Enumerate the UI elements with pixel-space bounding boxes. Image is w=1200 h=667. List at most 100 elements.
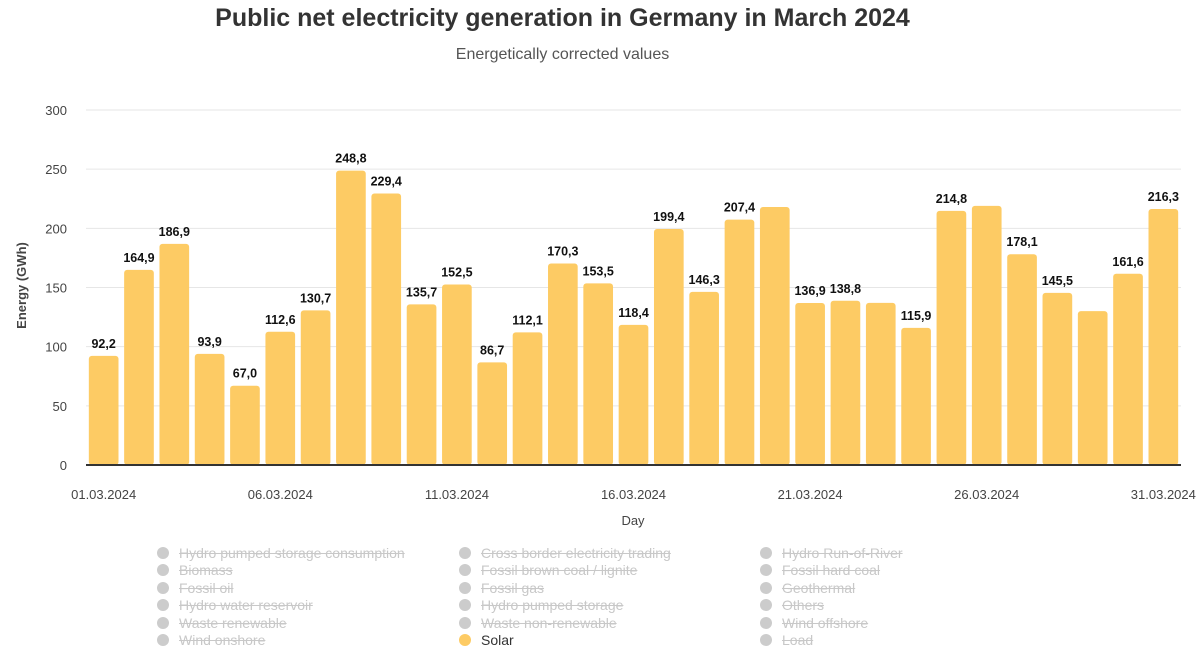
legend-label: Others [782,597,825,614]
bar-10.03.2024[interactable] [406,304,437,465]
legend-label: Hydro pumped storage consumption [179,545,405,561]
legend-item[interactable]: Load [760,632,813,649]
legend-item[interactable]: Fossil gas [459,580,544,597]
legend-item[interactable]: Hydro pumped storage consumption [157,545,405,562]
data-label: 229,4 [371,175,402,189]
bar-04.03.2024[interactable] [194,353,225,465]
bar-13.03.2024[interactable] [512,332,543,465]
legend-item[interactable]: Solar [459,632,514,649]
bar-08.03.2024[interactable] [336,170,366,465]
bar-15.03.2024[interactable] [583,283,614,465]
legend-label: Wind offshore [782,614,869,631]
bar-28.03.2024[interactable] [1042,292,1073,465]
legend-dot-icon [760,599,772,612]
legend-label: Fossil oil [179,579,234,596]
bar-12.03.2024[interactable] [477,362,508,465]
y-tick-label: 50 [53,399,67,414]
bar-21.03.2024[interactable] [795,303,825,465]
legend-item[interactable]: Hydro pumped storage [459,597,623,614]
legend-item[interactable]: Wind onshore [157,632,265,649]
bar-22.03.2024[interactable] [830,300,861,465]
bar-29.03.2024[interactable] [1077,311,1108,465]
bar-16.03.2024[interactable] [618,324,649,465]
data-label: 199,4 [653,210,684,224]
bar-20.03.2024[interactable] [759,207,790,466]
legend-label: Biomass [179,562,233,579]
legend-item[interactable]: Waste renewable [157,615,287,632]
legend-item[interactable]: Hydro water reservoir [157,597,313,614]
x-tick-label: 01.03.2024 [71,487,136,502]
bar-24.03.2024[interactable] [901,327,931,465]
bar-05.03.2024[interactable] [230,385,260,465]
y-axis-title: Energy (GWh) [14,242,29,329]
data-label: 207,4 [724,201,755,215]
data-label: 153,5 [583,264,614,278]
x-tick-label: 31.03.2024 [1131,487,1196,502]
bar-17.03.2024[interactable] [653,229,684,465]
legend-label: Fossil gas [481,579,545,596]
data-label: 152,5 [441,266,472,280]
legend-label: Cross border electricity trading [481,545,671,561]
legend-label: Load [782,632,814,648]
bar-19.03.2024[interactable] [724,219,755,465]
legend-label: Wind onshore [179,632,266,648]
data-label: 178,1 [1006,235,1037,249]
legend-item[interactable]: Wind offshore [760,615,868,632]
data-label: 112,6 [265,313,296,327]
legend-dot-icon [157,616,169,629]
bar-14.03.2024[interactable] [548,263,578,465]
y-tick-label: 150 [45,281,67,296]
legend-dot-icon [157,547,169,559]
bar-07.03.2024[interactable] [300,310,331,465]
legend-item[interactable]: Hydro Run-of-River [760,545,903,562]
legend-item[interactable]: Fossil brown coal / lignite [459,562,637,579]
data-label: 138,8 [830,282,861,296]
data-label: 135,7 [406,285,437,299]
data-label: 145,5 [1042,274,1073,288]
bar-11.03.2024[interactable] [442,284,472,465]
y-tick-label: 0 [60,458,67,473]
legend-label: Waste renewable [179,614,287,631]
legend-item[interactable]: Fossil oil [157,580,233,597]
data-label: 130,7 [300,291,331,305]
legend-dot-icon [459,616,471,629]
bar-23.03.2024[interactable] [865,302,896,465]
y-tick-label: 200 [45,221,67,236]
legend-item[interactable]: Cross border electricity trading [459,545,671,562]
bar-27.03.2024[interactable] [1007,254,1037,465]
bar-03.03.2024[interactable] [159,243,190,465]
y-tick-label: 250 [45,162,67,177]
data-label: 86,7 [480,343,504,357]
legend-item[interactable]: Others [760,597,824,614]
bar-06.03.2024[interactable] [265,331,296,465]
bars [88,170,1179,466]
x-tick-label: 21.03.2024 [778,487,843,502]
bar-30.03.2024[interactable] [1113,273,1143,465]
bar-01.03.2024[interactable] [88,355,119,465]
legend-item[interactable]: Fossil hard coal [760,562,880,579]
legend-dot-icon [157,599,169,612]
data-label: 164,9 [123,251,154,265]
legend-dot-icon [760,634,772,646]
legend-dot-icon [760,564,772,577]
data-label: 136,9 [794,284,825,298]
bar-02.03.2024[interactable] [124,269,154,465]
data-labels: 92,2 164,9 186,9 93,9 67,0 112,6 130,7 248,8 229… [91,152,1179,381]
chart-title: Public net electricity generation in Ger… [215,4,910,32]
data-label: 146,3 [689,273,720,287]
legend-dot-icon [459,599,471,612]
bar-26.03.2024[interactable] [971,205,1002,465]
legend-item[interactable]: Waste non-renewable [459,615,617,632]
legend-dot-icon [157,581,169,594]
bar-25.03.2024[interactable] [936,210,967,465]
legend-dot-icon [157,634,169,646]
bar-09.03.2024[interactable] [371,193,402,465]
legend-dot-icon [760,581,772,594]
y-tick-label: 300 [45,103,67,118]
legend-item[interactable]: Geothermal [760,580,855,597]
legend-label: Solar [481,632,514,648]
legend-item[interactable]: Biomass [157,562,233,579]
bar-18.03.2024[interactable] [689,291,719,465]
bar-31.03.2024[interactable] [1148,209,1179,465]
